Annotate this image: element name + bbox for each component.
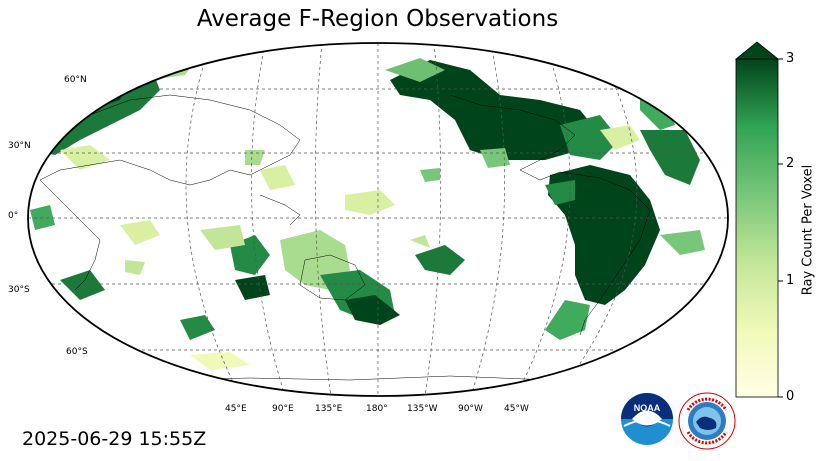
lon-label-90e: 90°E <box>272 404 294 414</box>
lat-label-0: 0° <box>8 211 19 221</box>
map-body <box>28 43 728 396</box>
lat-label-60n: 60°N <box>64 75 87 85</box>
colorbar <box>734 41 783 398</box>
lon-label-45w: 45°W <box>504 404 529 414</box>
lon-label-135w: 135°W <box>407 404 438 414</box>
timestamp: 2025-06-29 15:55Z <box>22 428 207 450</box>
graticule <box>28 43 728 396</box>
map-title: Average F-Region Observations <box>196 6 559 32</box>
colorbar-tick-2: 2 <box>786 156 795 171</box>
lon-label-45e: 45°E <box>225 404 247 414</box>
lat-label-30n: 30°N <box>8 141 31 151</box>
lon-label-90w: 90°W <box>458 404 483 414</box>
nws-logo <box>678 392 736 450</box>
lat-label-60s: 60°S <box>66 347 88 357</box>
globe-outline <box>27 42 729 397</box>
colorbar-tick-3: 3 <box>786 51 795 66</box>
colorbar-extend-arrow <box>734 41 780 60</box>
colorbar-tick-1: 1 <box>786 273 795 288</box>
colorbar-label: Ray Count Per Voxel <box>800 164 816 296</box>
lon-label-180: 180° <box>366 404 388 414</box>
lon-label-135e: 135°E <box>315 404 343 414</box>
lat-label-30s: 30°S <box>8 285 30 295</box>
noaa-logo: NOAA <box>621 393 673 445</box>
noaa-logo-text: NOAA <box>634 403 661 413</box>
colorbar-tick-0: 0 <box>786 389 795 404</box>
